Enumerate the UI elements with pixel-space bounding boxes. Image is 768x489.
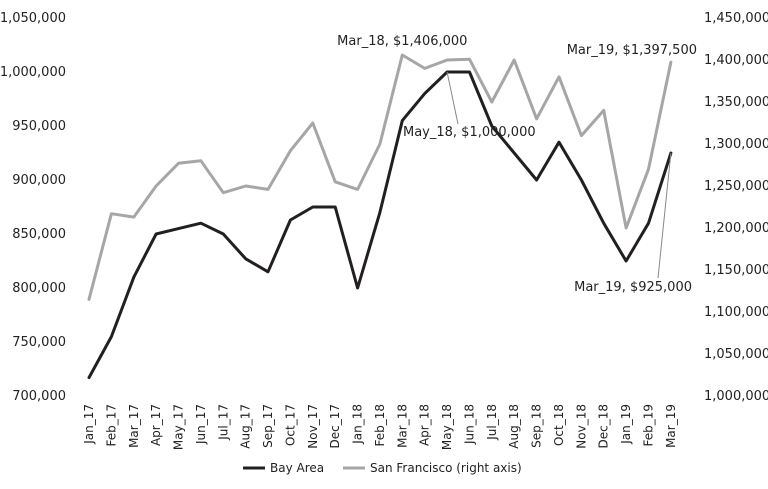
legend-label-bay-area: Bay Area bbox=[270, 461, 324, 475]
x-tick-label: Oct_18 bbox=[552, 404, 566, 446]
left-tick-label: 900,000 bbox=[12, 173, 66, 188]
x-tick-label: Dec_18 bbox=[597, 404, 611, 449]
x-tick-label: Jan_18 bbox=[351, 404, 365, 445]
annotation-mar19-bay: Mar_19, $925,000 bbox=[574, 280, 692, 295]
right-tick-label: 1,250,000 bbox=[704, 179, 768, 194]
right-tick-label: 1,100,000 bbox=[704, 305, 768, 320]
right-tick-label: 1,450,000 bbox=[704, 11, 768, 26]
x-tick-label: Jan_19 bbox=[619, 404, 633, 445]
x-tick-label: Feb_19 bbox=[642, 404, 656, 447]
left-tick-label: 1,000,000 bbox=[0, 65, 66, 80]
x-tick-label: Apr_18 bbox=[418, 404, 432, 446]
right-tick-label: 1,050,000 bbox=[704, 347, 768, 362]
x-tick-label: May_17 bbox=[172, 404, 186, 450]
right-tick-label: 1,300,000 bbox=[704, 137, 768, 152]
annotation-leader-may18 bbox=[446, 71, 459, 125]
x-tick-label: Jun_17 bbox=[194, 404, 208, 445]
x-tick-label: Aug_18 bbox=[507, 404, 521, 449]
right-tick-label: 1,000,000 bbox=[704, 389, 768, 404]
left-axis: 700,000 750,000 800,000 850,000 900,000 950,0… bbox=[0, 11, 66, 404]
series-line-san-francisco bbox=[87, 53, 673, 301]
left-tick-label: 950,000 bbox=[12, 119, 66, 134]
plot-lines bbox=[87, 53, 673, 380]
legend: Bay Area San Francisco (right axis) bbox=[243, 461, 522, 475]
left-tick-label: 700,000 bbox=[12, 389, 66, 404]
left-tick-label: 850,000 bbox=[12, 227, 66, 242]
x-tick-label: Jun_18 bbox=[462, 404, 476, 445]
right-tick-label: 1,200,000 bbox=[704, 221, 768, 236]
x-tick-label: Aug_17 bbox=[239, 404, 253, 449]
series-line-bay-area bbox=[87, 70, 673, 380]
annotation-mar18-sf: Mar_18, $1,406,000 bbox=[337, 34, 467, 49]
right-tick-label: 1,350,000 bbox=[704, 95, 768, 110]
left-tick-label: 1,050,000 bbox=[0, 11, 66, 26]
right-tick-label: 1,400,000 bbox=[704, 53, 768, 68]
x-tick-label: Jan_17 bbox=[82, 404, 96, 445]
x-tick-label: May_18 bbox=[440, 404, 454, 450]
x-tick-label: Sep_17 bbox=[261, 404, 275, 448]
x-tick-label: Nov_18 bbox=[574, 404, 588, 449]
x-tick-label: Feb_17 bbox=[104, 404, 118, 447]
annotation-mar19-sf: Mar_19, $1,397,500 bbox=[567, 43, 697, 58]
x-tick-label: Mar_19 bbox=[664, 404, 678, 448]
annotation-may18-bay: May_18, $1,000,000 bbox=[403, 125, 536, 140]
left-tick-label: 750,000 bbox=[12, 335, 66, 350]
x-tick-label: Nov_17 bbox=[306, 404, 320, 449]
right-axis: 1,000,000 1,050,000 1,100,000 1,150,000 1,20… bbox=[704, 11, 768, 404]
x-tick-label: Oct_17 bbox=[283, 404, 297, 446]
annotation-leader-mar19 bbox=[657, 152, 672, 279]
x-axis: Jan_17 Feb_17 Mar_17 Apr_17 May_17 Jun_17 Jul_… bbox=[82, 404, 678, 450]
x-tick-label: Feb_18 bbox=[373, 404, 387, 447]
x-tick-label: Jul_17 bbox=[216, 404, 230, 441]
x-tick-label: Sep_18 bbox=[530, 404, 544, 448]
x-tick-label: Dec_17 bbox=[328, 404, 342, 449]
left-tick-label: 800,000 bbox=[12, 281, 66, 296]
x-tick-label: Jul_18 bbox=[485, 404, 499, 441]
x-tick-label: Apr_17 bbox=[149, 404, 163, 446]
right-tick-label: 1,150,000 bbox=[704, 263, 768, 278]
legend-label-san-francisco: San Francisco (right axis) bbox=[370, 461, 522, 475]
x-tick-label: Mar_17 bbox=[127, 404, 141, 448]
annotations: Mar_18, $1,406,000 May_18, $1,000,000 Ma… bbox=[337, 34, 697, 295]
x-tick-label: Mar_18 bbox=[395, 404, 409, 448]
